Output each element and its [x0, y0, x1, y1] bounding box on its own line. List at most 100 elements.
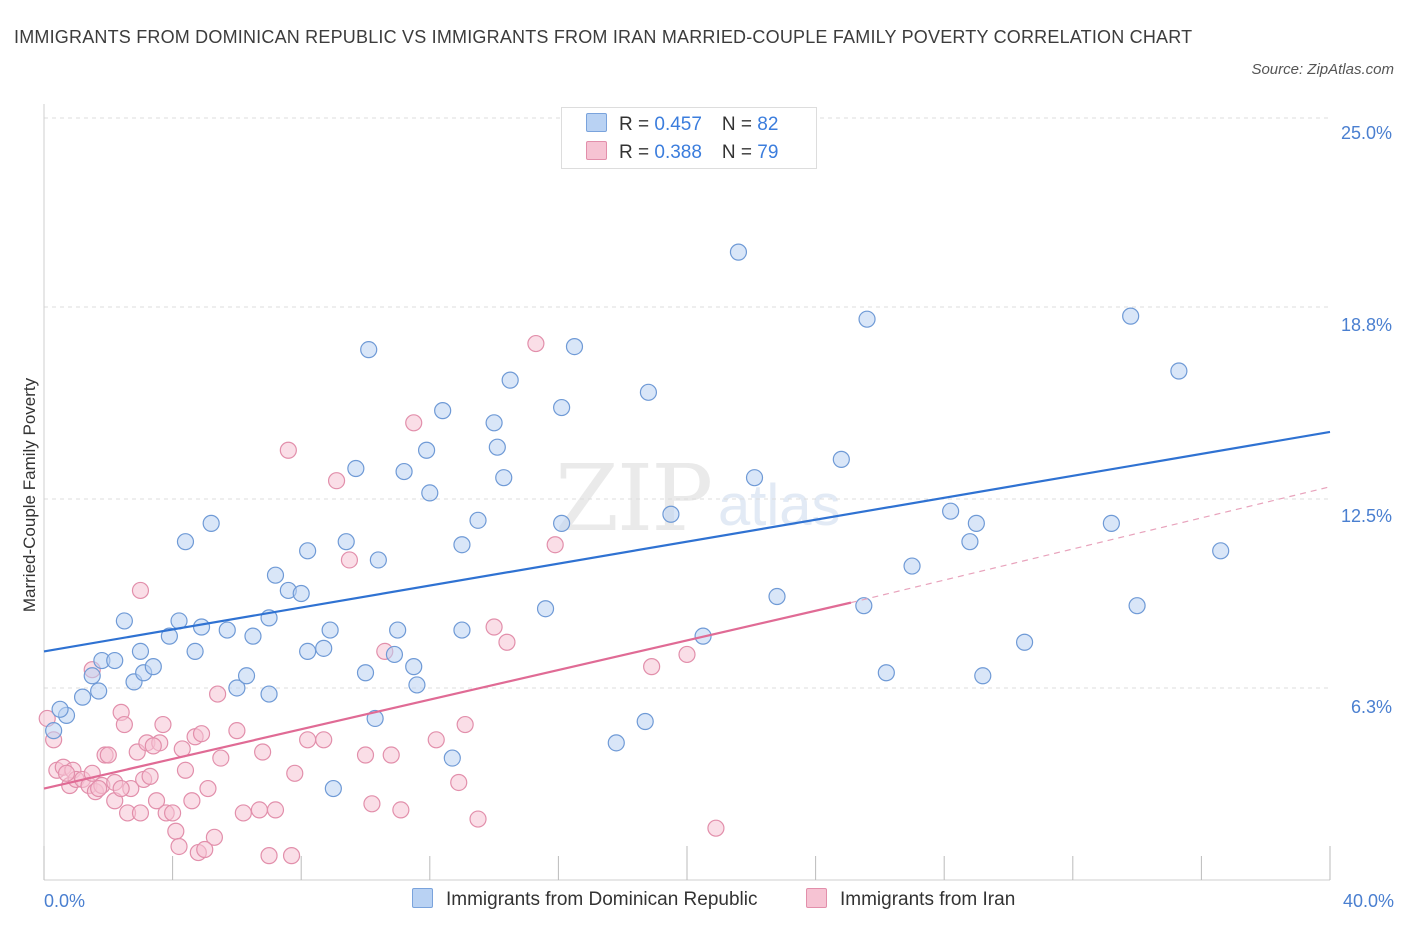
data-point: [202, 514, 220, 532]
data-point: [170, 837, 188, 856]
data-point: [106, 651, 124, 670]
legend-row-iran: R = 0.388 N = 79: [586, 141, 778, 165]
data-point: [90, 779, 108, 798]
data-point: [90, 682, 108, 700]
data-point: [112, 779, 130, 798]
data-point: [443, 749, 461, 767]
bottom-legend-swatch-blue: [412, 888, 433, 908]
data-point: [131, 642, 150, 661]
data-point: [607, 734, 625, 752]
data-point: [707, 819, 725, 837]
data-point: [286, 764, 304, 782]
data-point: [99, 746, 117, 764]
data-point: [176, 761, 195, 779]
data-point: [967, 514, 985, 532]
trend-line-dominican: [43, 430, 1331, 653]
data-point: [485, 618, 503, 636]
data-point: [1128, 597, 1146, 615]
data-point: [141, 767, 159, 785]
data-point: [942, 502, 960, 520]
legend-n-label: N =: [721, 142, 758, 163]
data-point: [729, 243, 748, 261]
data-point: [282, 847, 301, 865]
data-point: [260, 847, 278, 865]
data-point: [360, 341, 378, 359]
data-point: [340, 551, 359, 569]
data-point: [115, 612, 133, 630]
data-point: [164, 804, 182, 822]
data-point: [244, 627, 262, 645]
bottom-legend-swatch-pink: [806, 888, 827, 908]
data-point: [369, 551, 387, 569]
data-point: [768, 587, 786, 606]
data-point: [315, 731, 333, 749]
data-point: [196, 840, 214, 859]
data-point: [974, 667, 992, 685]
data-point: [212, 749, 230, 767]
data-point: [745, 469, 764, 487]
data-point: [395, 462, 413, 481]
data-point: [639, 383, 658, 401]
data-point: [1212, 542, 1230, 560]
data-point: [903, 557, 921, 575]
data-point: [131, 581, 150, 600]
data-point: [266, 566, 285, 584]
data-point: [147, 792, 166, 810]
data-point: [205, 828, 223, 846]
trend-line-iran-extension: [850, 486, 1331, 604]
data-point: [488, 438, 506, 456]
data-point: [237, 667, 256, 685]
data-point: [73, 688, 92, 706]
data-point: [160, 627, 178, 645]
data-point: [678, 645, 696, 664]
data-point: [199, 779, 217, 798]
legend: R = 0.457 N = 82 R = 0.388 N = 79: [561, 107, 817, 169]
data-point: [51, 700, 69, 718]
watermark-atlas: atlas: [718, 473, 841, 538]
data-point: [279, 441, 297, 459]
legend-r-label: R =: [619, 142, 655, 163]
bottom-legend-iran: Immigrants from Iran: [806, 888, 1015, 911]
source-label: Source: ZipAtlas.com: [1251, 61, 1394, 78]
data-point: [405, 658, 423, 676]
legend-swatch-blue: [586, 113, 607, 132]
data-point: [527, 334, 545, 353]
y-tick-label: 25.0%: [1340, 123, 1392, 143]
data-point: [192, 618, 211, 636]
data-point: [315, 639, 333, 657]
data-point: [209, 685, 227, 703]
data-point: [832, 450, 850, 468]
data-point: [347, 459, 365, 478]
data-point: [855, 597, 873, 615]
data-point: [83, 667, 101, 685]
data-point: [183, 792, 201, 810]
data-point: [417, 441, 436, 459]
data-point: [115, 715, 133, 734]
data-point: [131, 804, 150, 822]
data-point: [450, 773, 468, 792]
data-point: [321, 621, 339, 639]
data-point: [154, 715, 172, 734]
data-point: [228, 722, 246, 740]
legend-r-value: 0.457: [654, 114, 702, 135]
data-point: [536, 600, 555, 618]
data-point: [662, 505, 680, 523]
data-point: [643, 658, 661, 676]
data-point: [427, 731, 445, 749]
data-point: [382, 746, 400, 764]
data-point: [144, 658, 162, 676]
bottom-legend-dominican: Immigrants from Dominican Republic: [412, 888, 758, 911]
data-point: [636, 712, 654, 731]
data-point: [363, 795, 381, 813]
data-point: [389, 621, 407, 639]
data-point: [299, 731, 317, 749]
data-point: [495, 469, 513, 487]
bottom-legend-label: Immigrants from Iran: [840, 889, 1016, 910]
data-point: [337, 533, 355, 551]
data-point: [421, 484, 439, 502]
data-point: [877, 664, 895, 682]
legend-r-label: R =: [619, 114, 655, 135]
data-point: [186, 642, 204, 661]
data-point: [469, 511, 487, 529]
data-point: [961, 533, 979, 551]
